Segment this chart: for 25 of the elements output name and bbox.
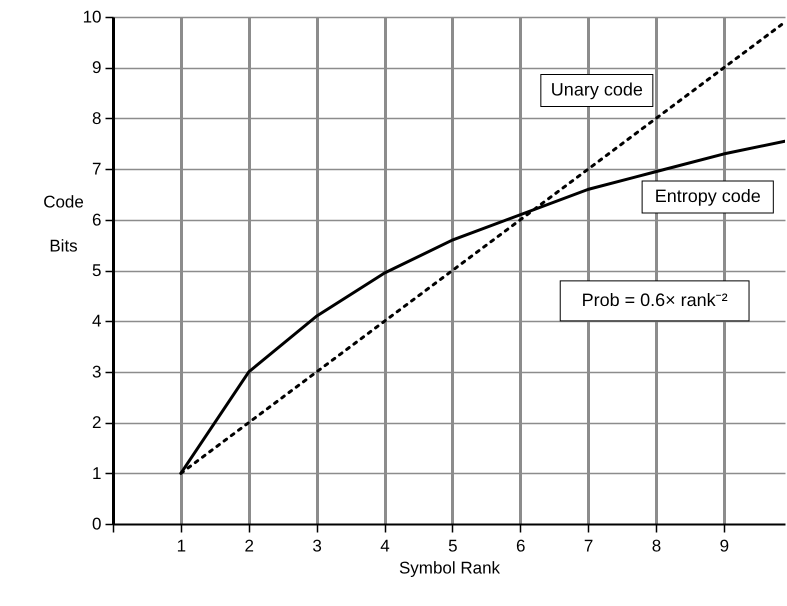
x-tick-label: 5 — [448, 536, 458, 556]
y-tick-label: 0 — [92, 514, 102, 534]
text: Code Bits — [43, 192, 84, 256]
y-tick-label: 9 — [92, 58, 102, 78]
y-tick-label: 3 — [92, 362, 102, 382]
y-tick-label: 8 — [92, 108, 102, 128]
y-tick-label: 5 — [92, 261, 102, 280]
y-tick-label: 2 — [92, 413, 102, 432]
x-tick-label: 3 — [312, 536, 322, 556]
x-tick-label: 7 — [584, 536, 594, 556]
x-tick-label: 2 — [244, 536, 254, 556]
x-tick-label: 1 — [176, 536, 186, 556]
x-tick-label: 8 — [652, 536, 662, 556]
y-tick-label: 7 — [92, 160, 102, 179]
series-label: Entropy code — [654, 186, 761, 206]
x-tick-label: 6 — [516, 536, 526, 556]
y-tick-label: 4 — [92, 312, 102, 331]
y-tick-label: 1 — [92, 464, 102, 483]
annotation: Prob = 0.6× rank⁻² — [582, 290, 728, 310]
x-tick-label: 9 — [720, 536, 730, 556]
y-tick-label: 6 — [92, 210, 102, 230]
y-tick-label: 10 — [82, 8, 102, 26]
series-label: Unary code — [550, 80, 643, 100]
x-tick-label: 4 — [380, 536, 390, 556]
x-axis-title: Symbol Rank — [398, 558, 501, 578]
